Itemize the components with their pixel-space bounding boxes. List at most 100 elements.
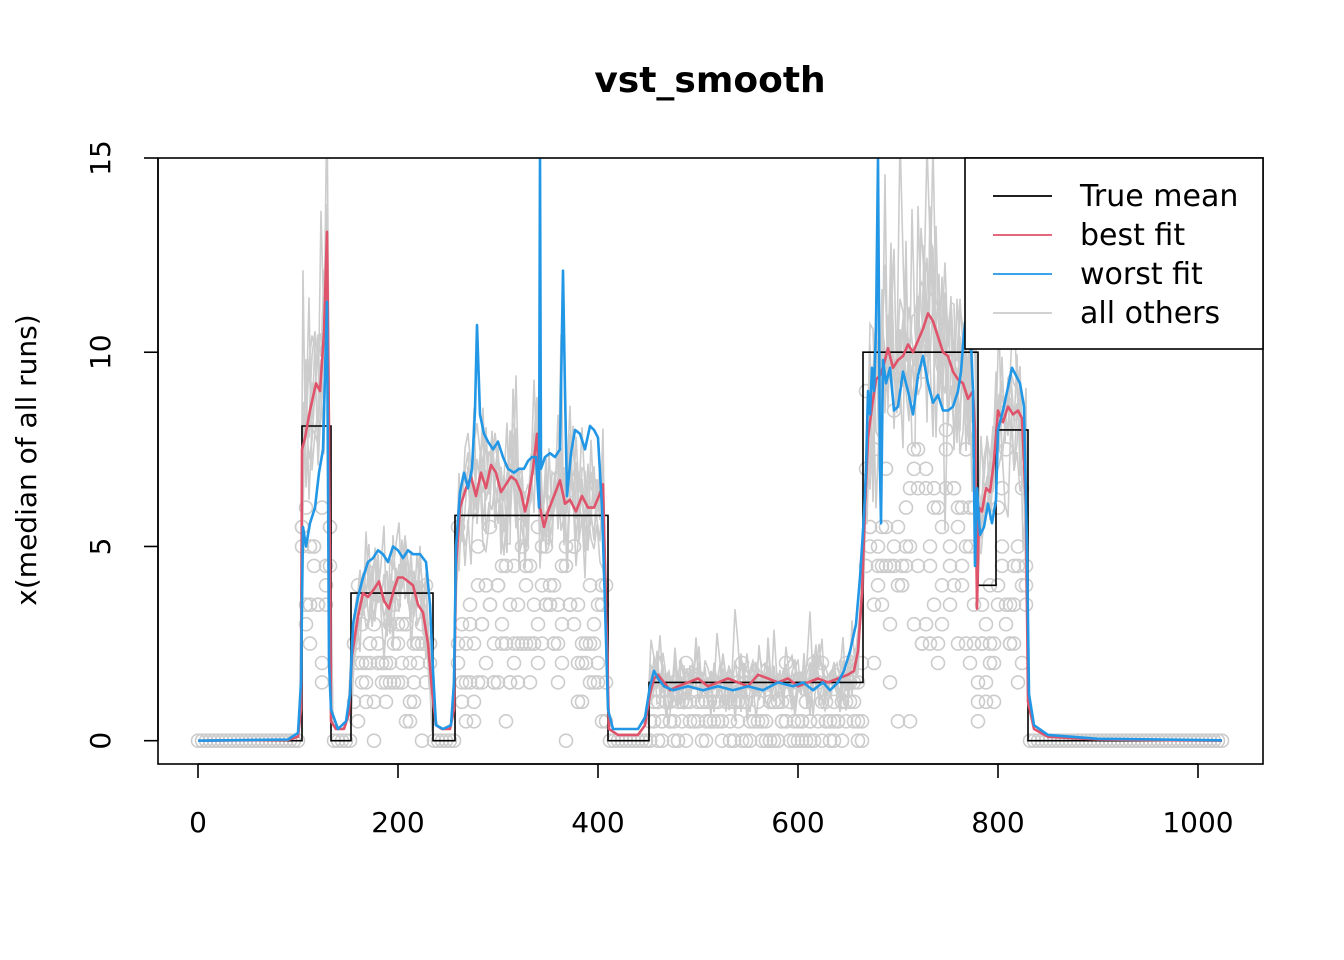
observation-point bbox=[882, 675, 898, 690]
observation-point bbox=[1010, 675, 1026, 690]
observation-point bbox=[714, 733, 730, 749]
worst-fit-line bbox=[197, 158, 1223, 742]
observation-point bbox=[990, 597, 1006, 613]
observation-point bbox=[830, 713, 846, 729]
observation-point bbox=[506, 558, 522, 574]
observation-point bbox=[378, 675, 394, 690]
observation-point bbox=[586, 636, 602, 651]
observation-point bbox=[598, 713, 614, 729]
observation-point bbox=[706, 713, 722, 729]
observation-point bbox=[570, 694, 586, 710]
observation-point bbox=[522, 675, 538, 690]
observation-point bbox=[1006, 597, 1022, 613]
observation-point bbox=[570, 655, 586, 671]
observation-point bbox=[946, 480, 962, 496]
observation-point bbox=[506, 636, 522, 651]
observation-point bbox=[710, 713, 726, 729]
observation-point bbox=[490, 577, 506, 593]
observation-point bbox=[822, 733, 838, 749]
observation-point bbox=[450, 655, 466, 671]
observation-point bbox=[754, 733, 770, 749]
observation-point bbox=[554, 616, 570, 632]
observation-point bbox=[978, 675, 994, 690]
observation-point bbox=[686, 713, 702, 729]
observation-point bbox=[806, 733, 822, 749]
observation-point bbox=[474, 675, 490, 690]
observation-point bbox=[998, 616, 1014, 632]
observation-point bbox=[406, 675, 422, 690]
observation-point bbox=[898, 558, 914, 574]
observation-point bbox=[854, 733, 870, 749]
observation-point bbox=[942, 539, 958, 554]
observation-point bbox=[518, 577, 534, 593]
observation-point bbox=[730, 694, 746, 710]
observation-point bbox=[842, 694, 858, 710]
observation-point bbox=[890, 713, 906, 729]
observation-point bbox=[494, 558, 510, 574]
observation-point bbox=[882, 616, 898, 632]
observation-point bbox=[870, 539, 886, 554]
observation-point bbox=[898, 539, 914, 554]
observation-point bbox=[994, 558, 1010, 574]
observation-point bbox=[546, 636, 562, 651]
observation-point bbox=[786, 733, 802, 749]
observation-point bbox=[722, 713, 738, 729]
observation-point bbox=[986, 655, 1002, 671]
legend: True mean best fit worst fit all others bbox=[964, 157, 1264, 350]
observation-point bbox=[502, 597, 518, 613]
observation-point bbox=[454, 694, 470, 710]
observation-point bbox=[682, 713, 698, 729]
observation-point bbox=[922, 636, 938, 651]
observation-point bbox=[922, 558, 938, 574]
observation-point bbox=[966, 597, 982, 613]
observation-point bbox=[998, 597, 1014, 613]
observation-point bbox=[670, 733, 686, 749]
observation-point bbox=[1006, 558, 1022, 574]
observation-point bbox=[378, 655, 394, 671]
observation-point bbox=[654, 733, 670, 749]
observation-point bbox=[498, 713, 514, 729]
observation-point bbox=[958, 539, 974, 554]
observation-point bbox=[926, 480, 942, 496]
legend-label: worst fit bbox=[1080, 257, 1203, 292]
observation-point bbox=[678, 733, 694, 749]
observation-point bbox=[734, 733, 750, 749]
observation-point bbox=[782, 733, 798, 749]
observation-point bbox=[406, 694, 422, 710]
observation-point bbox=[406, 636, 422, 651]
observation-point bbox=[838, 713, 854, 729]
observation-point bbox=[562, 597, 578, 613]
observation-point bbox=[818, 713, 834, 729]
observation-point bbox=[986, 694, 1002, 710]
observation-point bbox=[926, 597, 942, 613]
observation-point bbox=[742, 733, 758, 749]
observation-point bbox=[582, 675, 598, 690]
observation-point bbox=[314, 655, 330, 671]
observation-point bbox=[950, 519, 966, 535]
observation-point bbox=[314, 675, 330, 690]
observation-point bbox=[646, 713, 662, 729]
observation-point bbox=[794, 733, 810, 749]
observation-point bbox=[746, 713, 762, 729]
observation-point bbox=[514, 636, 530, 651]
observation-point bbox=[934, 519, 950, 535]
observation-point bbox=[966, 636, 982, 651]
legend-label: all others bbox=[1080, 296, 1220, 331]
observation-point bbox=[346, 694, 362, 710]
observation-point bbox=[1002, 636, 1018, 651]
observation-point bbox=[870, 577, 886, 593]
observation-point bbox=[470, 675, 486, 690]
observation-point bbox=[870, 558, 886, 574]
observation-point bbox=[950, 636, 966, 651]
observation-point bbox=[298, 616, 314, 632]
observation-point bbox=[826, 713, 842, 729]
observation-point bbox=[486, 636, 502, 651]
y-tick-label: 15 bbox=[84, 140, 117, 176]
observation-point bbox=[954, 500, 970, 515]
observation-point bbox=[394, 655, 410, 671]
observation-point bbox=[894, 577, 910, 593]
x-tick-label: 1000 bbox=[1162, 806, 1233, 839]
observation-point bbox=[382, 655, 398, 671]
observation-point bbox=[578, 655, 594, 671]
